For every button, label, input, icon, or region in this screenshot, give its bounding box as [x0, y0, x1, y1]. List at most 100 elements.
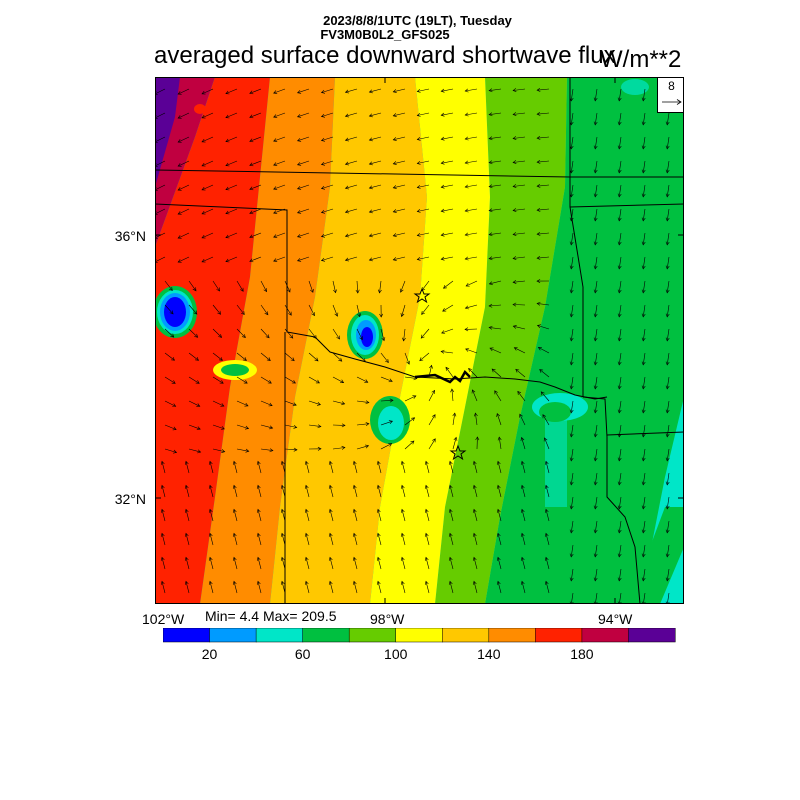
wind-vector-head	[544, 532, 549, 537]
wind-vector-head	[392, 137, 397, 141]
wind-vector	[666, 232, 670, 245]
wind-vector	[380, 400, 394, 402]
wind-vector-head	[472, 556, 477, 561]
wind-vector	[273, 160, 286, 166]
wind-vector	[353, 581, 358, 594]
wind-vector-head	[593, 289, 598, 294]
wind-vector	[249, 256, 262, 262]
wind-vector-head	[341, 445, 346, 450]
wind-vector	[666, 184, 670, 197]
wind-vector	[642, 496, 646, 509]
wind-vector	[380, 443, 392, 450]
colorbar-label: 140	[477, 646, 501, 662]
wind-vector-head	[448, 556, 453, 561]
wind-vector-head	[201, 186, 206, 191]
wind-vector	[537, 112, 550, 115]
wind-vector-head	[256, 532, 261, 537]
wind-vector-head	[544, 580, 549, 585]
wind-vector-head	[424, 580, 429, 585]
wind-vector	[618, 568, 622, 581]
wind-vector-head	[160, 532, 165, 537]
wind-vector	[513, 160, 526, 163]
wind-vector	[521, 485, 526, 498]
wind-vector	[642, 472, 646, 485]
wind-vector-head	[171, 380, 176, 384]
wind-vector	[177, 208, 190, 215]
wind-vector-head	[512, 256, 517, 260]
wind-vector-head	[232, 580, 237, 585]
wind-vector	[570, 352, 574, 365]
wind-vector	[618, 112, 622, 125]
wind-vector-head	[352, 556, 357, 561]
wind-vector-head	[249, 162, 254, 167]
wind-vector	[513, 325, 526, 330]
wind-vector	[618, 280, 622, 293]
wind-vector-head	[641, 265, 646, 270]
wind-vector	[473, 509, 478, 522]
wind-vector-head	[569, 577, 574, 582]
wind-vector	[489, 280, 502, 285]
wind-vector	[421, 304, 430, 315]
wind-vector	[618, 400, 622, 413]
wind-vector-head	[320, 161, 326, 166]
lon-label-98w: 98°W	[370, 611, 405, 627]
wind-vector	[164, 352, 175, 361]
wind-vector-head	[296, 114, 302, 118]
wind-vector-head	[376, 484, 381, 489]
wind-vector	[353, 461, 358, 474]
city-star-okc	[413, 287, 431, 304]
wind-vector-head	[617, 145, 622, 150]
wind-vector-head	[617, 289, 622, 294]
wind-vector	[489, 88, 502, 91]
wind-vector	[570, 136, 574, 149]
wind-vector	[594, 328, 598, 341]
wind-vector	[369, 184, 382, 189]
wind-vector	[513, 208, 526, 211]
wind-vector	[545, 461, 550, 474]
wind-vector	[177, 184, 190, 191]
wind-vector	[377, 581, 382, 594]
wind-vector-head	[291, 379, 296, 384]
wind-vector-head	[177, 139, 182, 143]
wind-vector	[497, 581, 502, 594]
wind-vector	[321, 112, 334, 117]
wind-vector-head	[218, 334, 223, 338]
wind-vector-head	[464, 327, 469, 332]
wind-vector-head	[440, 256, 445, 261]
wind-vector	[305, 485, 310, 498]
wind-vector-head	[232, 532, 237, 537]
wind-vector-head	[515, 368, 520, 373]
wind-vector-head	[171, 356, 175, 361]
wind-vector	[297, 232, 310, 238]
wind-vector-head	[617, 529, 622, 534]
colorbar-cell	[442, 628, 490, 643]
main-title: averaged surface downward shortwave flux	[154, 42, 616, 69]
wind-vector	[380, 328, 385, 341]
wind-vector	[345, 136, 358, 141]
wind-vector	[618, 424, 622, 437]
wind-vector	[666, 520, 670, 533]
wind-vector-head	[311, 312, 315, 317]
wind-vector	[201, 88, 214, 95]
wind-vector-head	[320, 137, 326, 142]
wind-vector-head	[273, 90, 278, 94]
wind-vector-head	[424, 556, 429, 561]
wind-vector	[417, 112, 430, 116]
wind-vector-head	[416, 232, 421, 237]
wind-vector	[404, 417, 415, 426]
wind-vector-head	[201, 114, 206, 119]
wind-vector-head	[201, 234, 206, 239]
wind-vector-head	[328, 532, 333, 537]
wind-vector	[425, 461, 430, 474]
wind-vector-head	[641, 385, 646, 390]
wind-vector-head	[225, 258, 230, 263]
wind-vector	[356, 280, 359, 294]
wind-vector-head	[569, 313, 574, 318]
wind-vector	[185, 557, 190, 570]
wind-vector	[353, 509, 358, 522]
wind-vector-head	[536, 301, 541, 306]
wind-vector	[155, 88, 166, 95]
wind-vector-head	[368, 113, 373, 118]
wind-vector	[618, 184, 622, 197]
wind-vector	[570, 520, 574, 533]
